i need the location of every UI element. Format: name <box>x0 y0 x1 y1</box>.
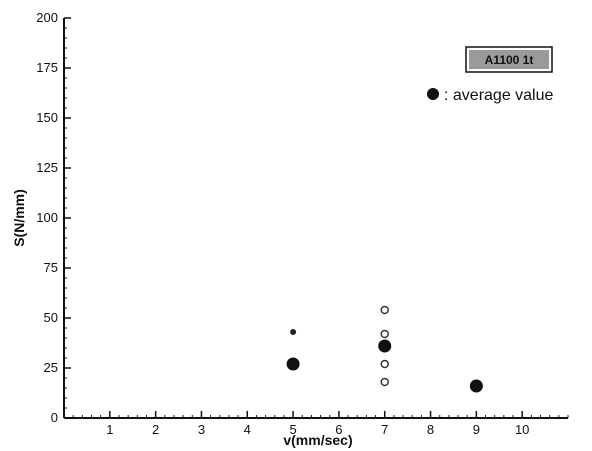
annotation-box: A1100 1t <box>465 46 553 73</box>
measurement-point <box>380 359 389 369</box>
y-tick-label: 25 <box>44 360 58 375</box>
y-ticks <box>64 17 71 419</box>
average-point <box>378 339 392 353</box>
y-tick-label: 100 <box>36 210 58 225</box>
legend: : average value <box>427 87 554 104</box>
x-tick-label: 4 <box>244 422 251 437</box>
measurement-point <box>380 305 389 315</box>
x-tick-labels: 1 2 3 4 5 6 7 8 9 10 <box>106 422 529 437</box>
x-tick-label: 5 <box>289 422 296 437</box>
annotation-text: A1100 1t <box>485 53 534 67</box>
y-tick-label: 175 <box>36 60 58 75</box>
x-tick-label: 9 <box>473 422 480 437</box>
x-tick-label: 7 <box>381 422 388 437</box>
y-tick-label: 150 <box>36 110 58 125</box>
x-ticks <box>63 411 569 418</box>
legend-text: : average value <box>444 87 554 104</box>
y-tick-label: 75 <box>44 260 58 275</box>
measurement-point <box>290 329 297 335</box>
y-axis-label: S(N/mm) <box>11 189 27 247</box>
data-points <box>286 305 483 393</box>
x-tick-label: 3 <box>198 422 205 437</box>
x-tick-label: 2 <box>152 422 159 437</box>
annotation-box-fill <box>469 50 549 69</box>
average-point <box>286 357 300 371</box>
x-tick-label: 8 <box>427 422 434 437</box>
x-tick-label: 1 <box>106 422 113 437</box>
y-tick-label: 0 <box>51 410 58 425</box>
measurement-point <box>380 329 389 339</box>
x-axis-label: v(mm/sec) <box>283 432 352 448</box>
average-point <box>469 379 483 393</box>
measurement-point <box>380 377 389 387</box>
y-tick-label: 50 <box>44 310 58 325</box>
x-tick-label: 6 <box>335 422 342 437</box>
y-tick-labels: 0 25 50 75 100 125 150 175 200 <box>36 10 58 425</box>
x-tick-label: 10 <box>515 422 529 437</box>
y-tick-label: 125 <box>36 160 58 175</box>
y-tick-label: 200 <box>36 10 58 25</box>
legend-average-marker <box>427 88 439 100</box>
